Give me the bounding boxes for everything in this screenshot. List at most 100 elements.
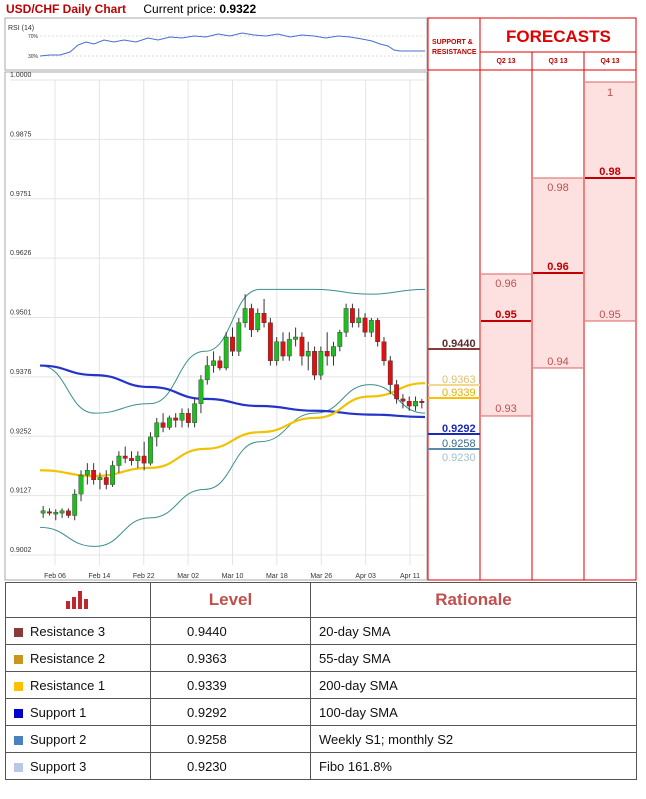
candle-body <box>236 322 242 352</box>
pair-title: USD/CHF Daily Chart <box>6 2 127 16</box>
candle-body <box>160 422 166 428</box>
rsi-line <box>39 32 425 57</box>
candle-body <box>166 417 172 428</box>
x-axis: Feb 06 Feb 14 Feb 22 Mar 02 Mar 10 Mar 18 Mar … <box>44 573 420 580</box>
candle-body <box>72 493 78 516</box>
q3-range-hi: 0.98 <box>547 182 568 194</box>
y-tick-label: 0.9252 <box>10 428 32 435</box>
candles <box>40 294 425 521</box>
s2-label: 0.9258 <box>442 438 476 450</box>
y-tick-label: 0.9501 <box>10 310 32 317</box>
price-panel: 1.0000 0.9875 0.9751 0.9626 0.9501 0.9376 0.92… <box>4 71 428 581</box>
s3-label: 0.9230 <box>442 452 476 464</box>
candle-body <box>84 470 90 476</box>
col-rationale-header: Rationale <box>310 582 637 618</box>
level-rationale: Fibo 161.8% <box>310 752 637 780</box>
candle-body <box>110 465 115 485</box>
q3-range-lo: 0.94 <box>547 356 568 368</box>
candle-body <box>299 336 305 357</box>
candle-body <box>122 455 128 459</box>
level-rationale: 100-day SMA <box>310 698 637 726</box>
levels-table: Level Rationale Resistance 3 0.9440 20-day… <box>5 582 637 780</box>
level-rationale: Weekly S1; monthly S2 <box>310 725 637 753</box>
level-value: 0.9292 <box>150 698 311 726</box>
level-swatch <box>14 735 23 745</box>
candle-body <box>350 308 355 323</box>
r3-label: 0.9440 <box>442 338 476 350</box>
candle-body <box>356 317 362 323</box>
level-name: Resistance 1 <box>30 677 106 693</box>
candle-body <box>173 417 179 421</box>
candle-body <box>135 455 141 461</box>
candle-body <box>198 379 204 404</box>
levels-header-row: Level Rationale <box>5 582 637 618</box>
candle-body <box>324 351 330 357</box>
candle-body <box>53 511 59 515</box>
level-name-cell: Resistance 3 <box>5 617 151 645</box>
q2-range-lo: 0.93 <box>495 403 516 415</box>
q2-range-hi: 0.96 <box>495 278 516 290</box>
candle-body <box>305 351 311 357</box>
q2-forecast-range <box>481 274 531 416</box>
level-row: Resistance 2 0.9363 55-day SMA <box>5 644 637 672</box>
candle-body <box>211 360 216 366</box>
y-tick-label: 0.9875 <box>10 131 32 138</box>
candle-body <box>185 412 191 423</box>
candle-body <box>40 510 46 514</box>
bar-chart-icon <box>64 587 92 609</box>
r2-label: 0.9363 <box>442 374 476 386</box>
candle-body <box>255 313 261 331</box>
level-value: 0.9339 <box>150 671 311 699</box>
candle-body <box>267 322 273 362</box>
y-tick-label: 0.9626 <box>10 250 32 257</box>
candle-body <box>154 422 160 438</box>
x-tick-label: Feb 06 <box>44 573 66 580</box>
col-q3: Q3 13 <box>548 58 567 65</box>
candle-body <box>400 398 406 402</box>
level-swatch <box>14 654 23 664</box>
candle-body <box>331 346 336 357</box>
candle-body <box>413 401 418 407</box>
moving-averages <box>39 364 426 478</box>
candle-body <box>337 332 343 347</box>
candle-body <box>141 455 147 464</box>
candle-body <box>249 308 254 331</box>
candle-body <box>116 455 122 466</box>
candle-body <box>204 365 210 381</box>
candle-body <box>65 510 71 516</box>
candle-body <box>381 341 387 362</box>
x-tick-label: Mar 02 <box>177 573 199 580</box>
candle-body <box>47 511 52 514</box>
candle-body <box>293 336 299 340</box>
level-name: Resistance 2 <box>30 650 106 666</box>
price-label: Current price: <box>143 2 217 16</box>
x-tick-label: Mar 26 <box>310 573 332 580</box>
level-row: Resistance 3 0.9440 20-day SMA <box>5 617 637 645</box>
y-tick-label: 0.9376 <box>10 369 32 376</box>
level-row: Support 3 0.9230 Fibo 161.8% <box>5 752 637 780</box>
candle-body <box>280 341 286 357</box>
sr-header-line2: RESISTANCE <box>432 49 477 56</box>
x-tick-label: Apr 11 <box>400 573 420 580</box>
col-q4: Q4 13 <box>600 58 619 65</box>
level-value: 0.9230 <box>150 752 311 780</box>
level-name: Support 3 <box>30 758 87 774</box>
candle-body <box>419 401 425 403</box>
bar-chart-icon-cell <box>5 582 151 618</box>
level-swatch <box>14 762 23 772</box>
candle-body <box>91 470 97 480</box>
level-value: 0.9258 <box>150 725 311 753</box>
candle-body <box>97 477 103 480</box>
q3-point-label: 0.96 <box>547 261 568 273</box>
q4-point-label: 0.98 <box>599 166 620 178</box>
q2-point-label: 0.95 <box>495 309 516 321</box>
col-level-header: Level <box>150 582 311 618</box>
level-name-cell: Support 2 <box>5 725 151 753</box>
candle-body <box>129 458 134 461</box>
y-tick-label: 1.0000 <box>10 72 32 79</box>
candle-body <box>148 436 153 464</box>
level-name-cell: Support 1 <box>5 698 151 726</box>
level-name-cell: Support 3 <box>5 752 151 780</box>
level-name-cell: Resistance 2 <box>5 644 151 672</box>
bollinger-line <box>39 384 426 547</box>
